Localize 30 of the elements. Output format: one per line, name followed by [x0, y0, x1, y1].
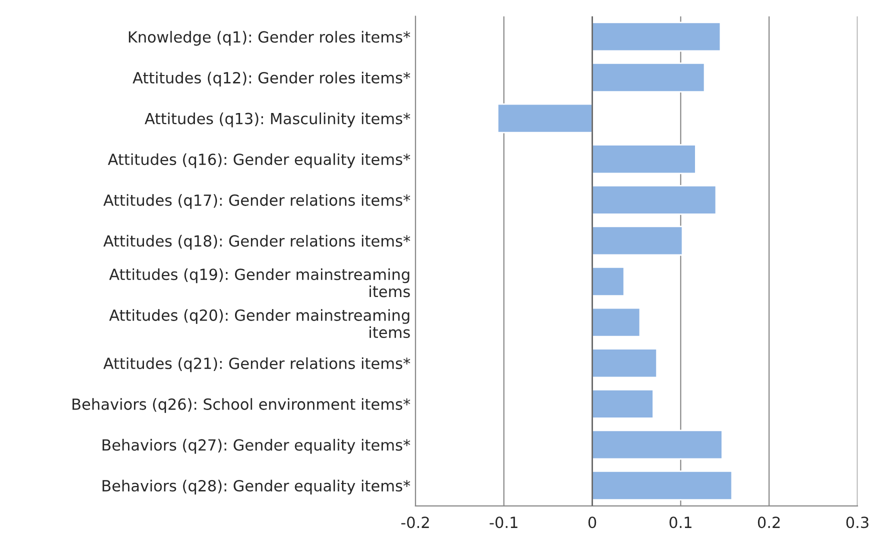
- y-tick-label: Attitudes (q21): Gender relations items*: [103, 357, 410, 372]
- bar: [592, 430, 723, 460]
- bar: [592, 266, 625, 296]
- bar: [496, 103, 593, 134]
- y-tick-label: Attitudes (q16): Gender equality items*: [108, 153, 410, 168]
- x-tick-label: 0.1: [670, 516, 692, 528]
- x-tick-label: -0.2: [401, 516, 429, 528]
- y-tick-label: Attitudes (q13): Masculinity items*: [144, 112, 410, 128]
- y-tick-label: Attitudes (q17): Gender relations items*: [103, 194, 410, 209]
- x-tick-label: 0.3: [846, 516, 868, 528]
- bar: [592, 307, 641, 338]
- y-tick-label: Attitudes (q20): Gender mainstreaming items: [109, 309, 410, 338]
- y-tick-label: Behaviors (q28): Gender equality items*: [102, 480, 410, 494]
- bar: [592, 388, 654, 419]
- bar: [592, 22, 722, 52]
- bar: [592, 144, 696, 174]
- y-tick-label: Attitudes (q19): Gender mainstreaming items: [109, 268, 410, 298]
- x-tick-label: 0.2: [758, 516, 780, 528]
- bar: [592, 62, 706, 92]
- bar: [592, 184, 717, 215]
- bar: [592, 348, 658, 378]
- y-tick-label: Behaviors (q27): Gender equality items*: [102, 438, 410, 454]
- y-tick-label: Behaviors (q26): School environment items*: [72, 398, 410, 413]
- y-tick-label: Attitudes (q18): Gender relations items*: [103, 234, 410, 250]
- y-tick-label: Attitudes (q12): Gender roles items*: [132, 72, 410, 86]
- bar: [592, 226, 684, 256]
- x-tick-label: 0: [588, 516, 596, 528]
- bar: [592, 470, 733, 500]
- x-tick-label: -0.1: [490, 516, 518, 528]
- y-tick-label: Knowledge (q1): Gender roles items*: [128, 30, 410, 46]
